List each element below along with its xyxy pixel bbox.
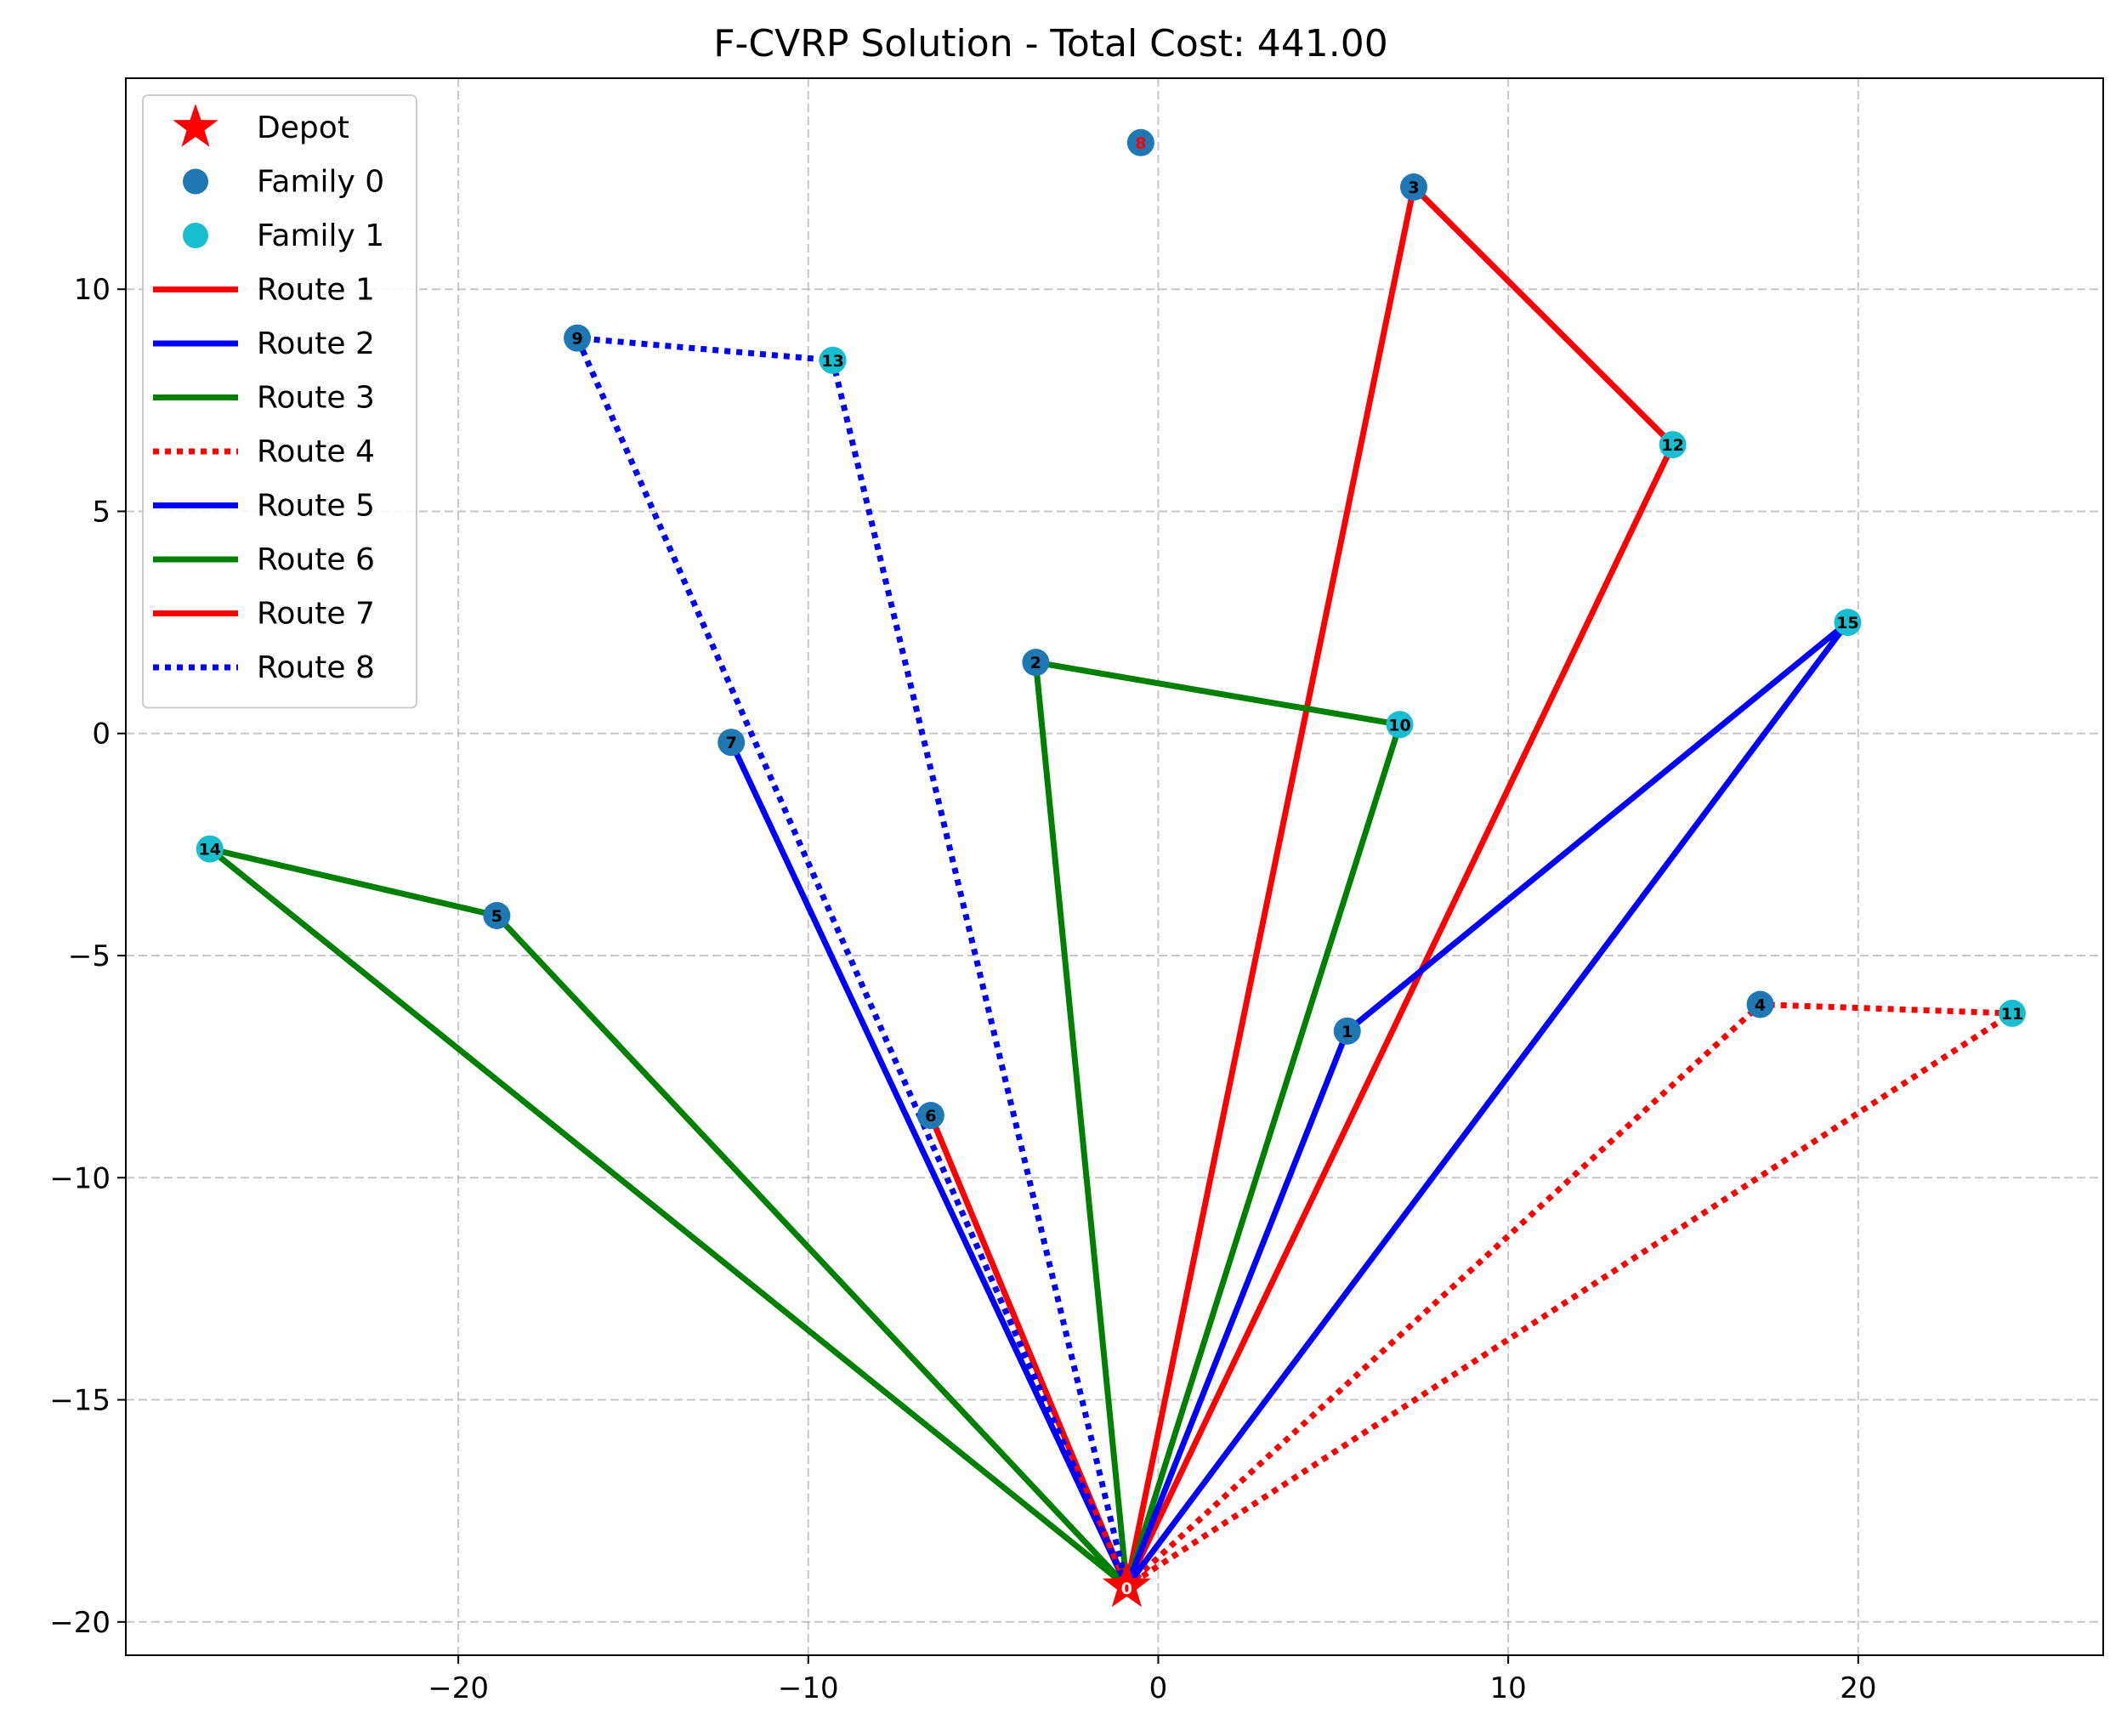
node-label-1: 1 xyxy=(1341,1023,1353,1041)
legend-marker-depot xyxy=(173,104,218,147)
node-label-14: 14 xyxy=(199,841,221,859)
y-tick-label: 5 xyxy=(92,495,111,529)
node-label-11: 11 xyxy=(2001,1005,2023,1024)
legend-label: Route 1 xyxy=(257,273,375,308)
node-point-13 xyxy=(819,346,847,374)
node-label-10: 10 xyxy=(1388,716,1410,735)
x-tick-label: 20 xyxy=(1840,1671,1876,1705)
route-line-route-1 xyxy=(1122,184,1676,1591)
legend-marker-family xyxy=(183,168,208,195)
route-line-route-3 xyxy=(1032,659,1404,1591)
node-point-3 xyxy=(1399,173,1427,201)
legend-label: Route 3 xyxy=(257,381,375,416)
node-point-11 xyxy=(1998,999,2026,1027)
y-tick-label: 0 xyxy=(92,718,111,752)
x-tick-label: −20 xyxy=(428,1671,489,1705)
node-label-7: 7 xyxy=(726,734,737,752)
legend-label: Depot xyxy=(257,111,349,145)
legend-label: Route 2 xyxy=(257,326,375,361)
node-label-8: 8 xyxy=(1135,134,1146,153)
route-line-route-6 xyxy=(207,846,1132,1591)
legend-label: Route 7 xyxy=(257,597,375,632)
node-label-2: 2 xyxy=(1030,654,1041,672)
legend-box xyxy=(142,94,417,709)
x-tick-label: 10 xyxy=(1490,1671,1527,1705)
node-point-15 xyxy=(1834,609,1862,637)
legend-label: Route 4 xyxy=(257,434,375,469)
y-tick-label: −15 xyxy=(49,1384,111,1418)
legend-label: Family 1 xyxy=(257,218,384,253)
y-tick-label: −10 xyxy=(49,1161,111,1195)
node-label-13: 13 xyxy=(821,352,843,371)
depot-label: 0 xyxy=(1121,1580,1132,1598)
legend-label: Route 5 xyxy=(257,489,375,524)
chart-title: F-CVRP Solution - Total Cost: 441.00 xyxy=(713,22,1388,65)
route-line-route-4 xyxy=(1125,1001,2016,1589)
plot-area xyxy=(126,78,2103,1655)
legend: Depot Family 0 Family 1 Route 1 Route 2 Route… xyxy=(142,94,417,709)
route-line-route-8 xyxy=(574,335,1130,1588)
node-point-9 xyxy=(564,324,592,352)
node-label-6: 6 xyxy=(925,1107,936,1126)
node-label-9: 9 xyxy=(571,330,582,349)
node-label-15: 15 xyxy=(1836,614,1858,633)
node-point-10 xyxy=(1386,711,1414,739)
legend-label: Route 6 xyxy=(257,542,375,577)
y-tick-label: −5 xyxy=(68,939,111,973)
legend-marker-family xyxy=(183,223,208,248)
node-point-5 xyxy=(483,901,511,929)
node-point-2 xyxy=(1022,649,1050,677)
node-label-12: 12 xyxy=(1661,436,1683,455)
node-label-3: 3 xyxy=(1408,179,1419,197)
legend-label: Family 0 xyxy=(257,165,384,200)
legend-label: Route 8 xyxy=(257,650,375,685)
node-label-4: 4 xyxy=(1755,996,1766,1014)
node-point-12 xyxy=(1659,431,1687,459)
depot-star xyxy=(1102,1561,1151,1608)
y-tick-label: 10 xyxy=(74,273,111,307)
x-tick-label: −10 xyxy=(778,1671,839,1705)
node-point-1 xyxy=(1333,1017,1361,1045)
node-point-8 xyxy=(1126,128,1154,156)
node-point-6 xyxy=(916,1102,944,1130)
node-point-14 xyxy=(196,835,224,863)
x-tick-label: 0 xyxy=(1149,1671,1168,1705)
node-point-4 xyxy=(1746,990,1774,1018)
y-tick-label: −20 xyxy=(49,1606,111,1640)
plot-frame xyxy=(125,77,2104,1656)
node-point-7 xyxy=(718,729,746,757)
grid xyxy=(126,78,2103,1655)
node-label-5: 5 xyxy=(491,907,502,926)
route-line-route-5 xyxy=(1122,619,1851,1591)
